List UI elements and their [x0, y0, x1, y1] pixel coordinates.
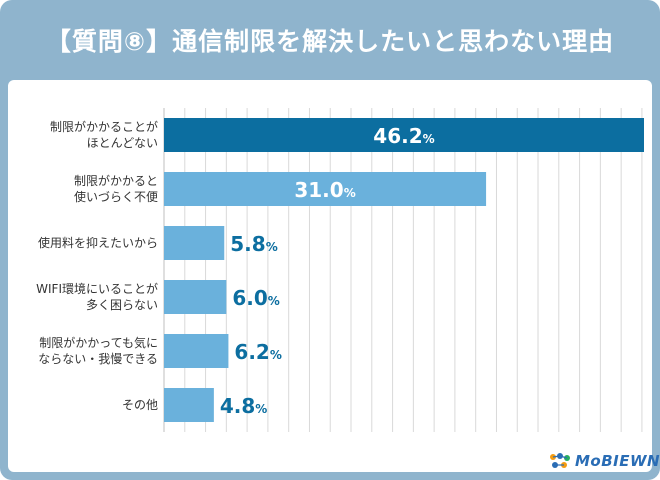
- value-number: 6.2: [234, 340, 269, 364]
- value-label-4: 6.0%: [232, 286, 279, 310]
- category-label-line: 制限がかかると: [74, 173, 158, 188]
- category-label-2: 制限がかかると使いづらく不便: [74, 173, 158, 204]
- value-number: 5.8: [230, 232, 265, 256]
- value-unit: %: [268, 294, 280, 308]
- value-unit: %: [266, 240, 278, 254]
- value-unit: %: [344, 186, 356, 200]
- value-number: 46.2: [373, 124, 422, 148]
- category-label-line: その他: [122, 398, 158, 412]
- category-label-line: 使用料を抑えたいから: [38, 235, 158, 250]
- value-label-1: 46.2%: [373, 124, 434, 148]
- chart-header: 【質問⑧】通信制限を解決したいと思わない理由: [0, 0, 660, 80]
- bar-3: [164, 226, 225, 260]
- value-label-3: 5.8%: [230, 232, 277, 256]
- value-label-6: 4.8%: [220, 394, 267, 418]
- category-label-5: 制限がかかっても気にならない・我慢できる: [38, 335, 158, 366]
- category-label-line: 制限がかかっても気に: [39, 335, 158, 350]
- category-label-line: WIFI環境にいることが: [36, 281, 158, 296]
- brand-logo: MoBIEWN: [548, 452, 660, 470]
- bar-5: [164, 334, 229, 368]
- value-label-5: 6.2%: [234, 340, 281, 364]
- bar-1: [164, 118, 644, 152]
- bar-2: [164, 172, 487, 206]
- bar-6: [164, 388, 214, 422]
- category-label-line: ほとんどない: [87, 136, 158, 150]
- value-number: 4.8: [220, 394, 255, 418]
- brand-logo-text: MoBIEWN: [575, 452, 660, 470]
- category-label-4: WIFI環境にいることが多く困らない: [36, 281, 158, 312]
- category-label-line: 使いづらく不便: [74, 189, 158, 204]
- category-label-6: その他: [122, 398, 158, 412]
- value-unit: %: [423, 132, 435, 146]
- category-label-line: 多く困らない: [86, 298, 158, 312]
- value-unit: %: [270, 348, 282, 362]
- category-label-line: ならない・我慢できる: [38, 352, 158, 366]
- category-label-line: 制限がかかることが: [50, 119, 158, 134]
- value-number: 31.0: [294, 178, 343, 202]
- value-unit: %: [255, 402, 267, 416]
- category-label-3: 使用料を抑えたいから: [38, 235, 158, 250]
- chart-title: 【質問⑧】通信制限を解決したいと思わない理由: [45, 27, 615, 56]
- value-label-2: 31.0%: [294, 178, 355, 202]
- bar-4: [164, 280, 227, 314]
- category-label-1: 制限がかかることがほとんどない: [50, 119, 158, 150]
- brand-logo-icon: [550, 453, 570, 468]
- value-number: 6.0: [232, 286, 267, 310]
